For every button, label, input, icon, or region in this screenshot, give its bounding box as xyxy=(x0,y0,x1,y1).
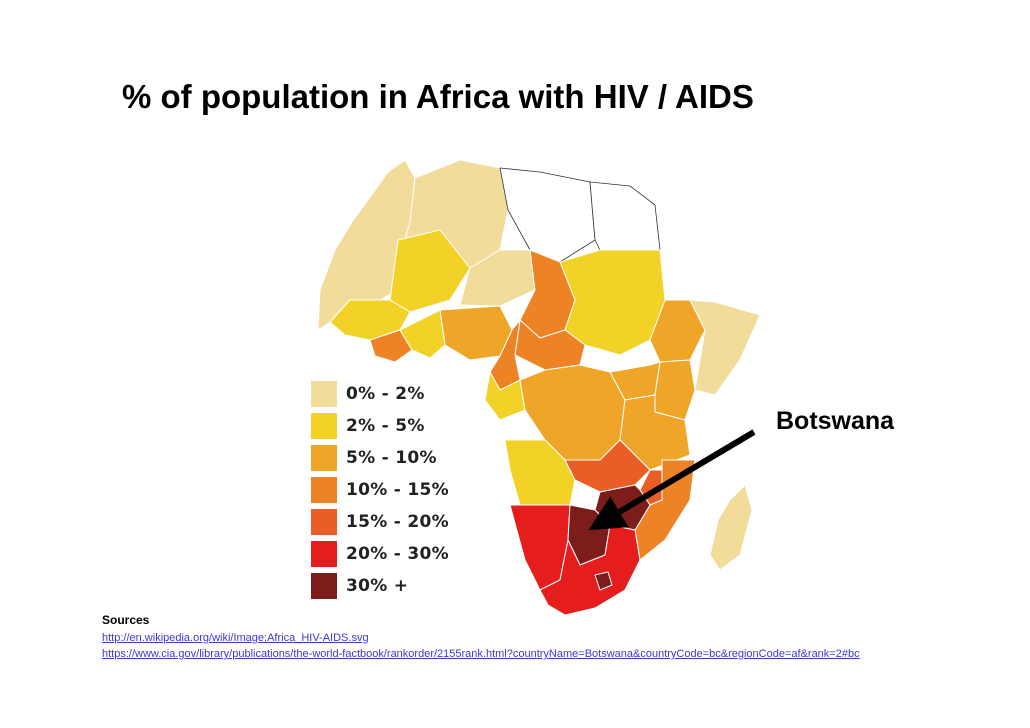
legend-swatch xyxy=(311,381,337,407)
legend-item-1: 2% - 5% xyxy=(311,410,491,442)
page-title: % of population in Africa with HIV / AID… xyxy=(122,78,754,115)
legend-item-4: 15% - 20% xyxy=(311,506,491,538)
legend-label: 0% - 2% xyxy=(346,384,425,404)
region-westcoast xyxy=(329,299,411,341)
legend-swatch xyxy=(311,509,337,535)
region-coast-2 xyxy=(369,329,413,363)
legend-label: 20% - 30% xyxy=(346,544,449,564)
legend-label: 10% - 15% xyxy=(346,480,449,500)
legend-swatch xyxy=(311,541,337,567)
region-kenya xyxy=(654,359,696,421)
legend-label: 5% - 10% xyxy=(346,448,437,468)
source-link-wikipedia[interactable]: http://en.wikipedia.org/wiki/Image:Afric… xyxy=(102,632,369,644)
legend-swatch xyxy=(311,413,337,439)
legend-item-3: 10% - 15% xyxy=(311,474,491,506)
legend-item-0: 0% - 2% xyxy=(311,378,491,410)
legend-swatch xyxy=(311,445,337,471)
sources-heading: Sources xyxy=(102,613,150,627)
region-coast-3 xyxy=(399,309,446,359)
region-nigeria xyxy=(439,305,513,361)
map-legend: 0% - 2% 2% - 5% 5% - 10% 10% - 15% 15% -… xyxy=(311,378,491,602)
region-car xyxy=(514,319,586,371)
legend-label: 30% + xyxy=(346,576,409,596)
region-zambia xyxy=(564,439,651,493)
legend-swatch xyxy=(311,477,337,503)
legend-item-2: 5% - 10% xyxy=(311,442,491,474)
region-southafrica xyxy=(539,524,641,616)
region-somalia xyxy=(689,299,761,396)
legend-item-5: 20% - 30% xyxy=(311,538,491,570)
region-egypt xyxy=(589,181,661,251)
region-libya xyxy=(499,167,596,263)
legend-label: 2% - 5% xyxy=(346,416,425,436)
callout-arrow xyxy=(588,429,756,531)
source-link-cia[interactable]: https://www.cia.gov/library/publications… xyxy=(102,648,860,660)
region-madagascar xyxy=(709,484,753,571)
legend-swatch xyxy=(311,573,337,599)
legend-label: 15% - 20% xyxy=(346,512,449,532)
region-lesotho xyxy=(594,571,613,591)
botswana-callout-label: Botswana xyxy=(776,407,895,435)
region-angola xyxy=(504,439,576,506)
region-sudan xyxy=(559,249,666,356)
sources-section: Sources http://en.wikipedia.org/wiki/Ima… xyxy=(102,613,1002,662)
legend-item-6: 30% + xyxy=(311,570,491,602)
